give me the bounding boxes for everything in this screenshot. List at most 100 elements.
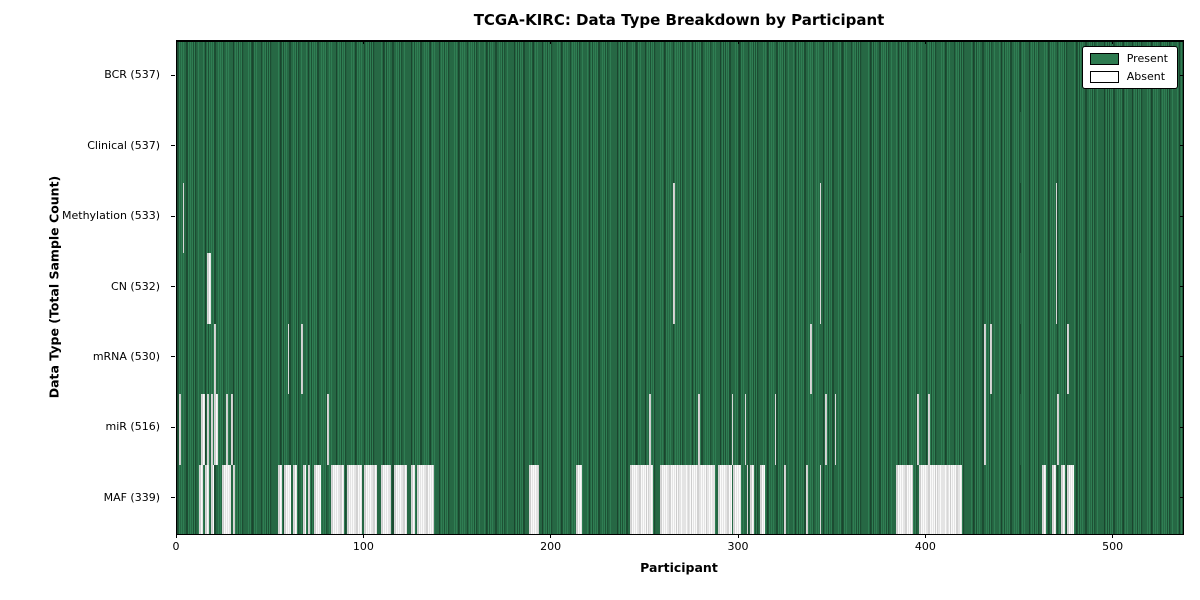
absent-stripe [731, 394, 734, 465]
absent-stripe [746, 463, 749, 534]
absent-stripe [1051, 463, 1056, 534]
y-axis-tick [1180, 215, 1184, 217]
x-axis-tick [550, 40, 552, 44]
absent-stripe [1061, 463, 1065, 534]
absent-stripe [673, 182, 676, 254]
absent-stripe [178, 394, 181, 465]
absent-stripe [283, 463, 292, 534]
ytick-label-bcr: BCR (537) [104, 68, 160, 82]
absent-stripe [1055, 253, 1058, 324]
x-axis-tick [362, 40, 364, 44]
absent-stripe [381, 463, 391, 534]
y-axis-tick [1180, 497, 1184, 499]
legend-absent-label: Absent [1126, 70, 1166, 83]
absent-stripe [819, 463, 822, 534]
absent-stripe [293, 463, 297, 534]
absent-stripe [210, 394, 213, 465]
absent-stripe [819, 182, 822, 254]
absent-stripe [416, 463, 434, 534]
x-axis-tick [175, 534, 177, 538]
absent-stripe [819, 253, 822, 324]
ytick-label-clinical: Clinical (537) [87, 138, 160, 152]
x-axis-tick [550, 534, 552, 538]
absent-stripe [928, 394, 931, 465]
absent-stripe [394, 463, 408, 534]
heatmap-row-clinical [177, 111, 1183, 183]
chart-title: TCGA-KIRC: Data Type Breakdown by Partic… [473, 11, 885, 29]
absent-stripe [225, 394, 228, 465]
y-axis-tick [171, 215, 175, 217]
y-axis-tick [171, 497, 175, 499]
absent-stripe [984, 394, 987, 465]
y-axis-tick [1180, 426, 1184, 428]
absent-stripe [744, 394, 747, 465]
absent-stripe [210, 463, 215, 534]
xtick-label-0: 0 [172, 540, 180, 553]
absent-stripe [201, 394, 206, 465]
y-axis-tick [171, 356, 175, 358]
ytick-label-maf: MAF (339) [103, 490, 160, 504]
absent-stripe [718, 463, 732, 534]
x-axis-tick [737, 40, 739, 44]
absent-stripe [810, 323, 813, 395]
x-axis-tick [924, 534, 926, 538]
x-axis-label: Participant [640, 560, 718, 575]
absent-stripe [347, 463, 363, 534]
absent-stripe [308, 463, 310, 534]
y-axis-tick [1180, 145, 1184, 147]
absent-stripe [984, 323, 987, 395]
heatmap-row-maf [177, 463, 1183, 534]
absent-stripe [1057, 394, 1060, 465]
y-axis-tick [171, 74, 175, 76]
absent-stripe [411, 463, 415, 534]
absent-stripe [834, 394, 837, 465]
x-axis-tick [737, 534, 739, 538]
absent-stripe [205, 463, 209, 534]
legend: Present Absent [1081, 46, 1178, 89]
heatmap-row-bcr [177, 41, 1183, 113]
ytick-label-mir: miR (516) [105, 420, 161, 434]
legend-item-present: Present [1089, 52, 1168, 65]
xtick-label-200: 200 [540, 540, 562, 553]
xtick-label-500: 500 [1102, 540, 1124, 553]
absent-stripe [330, 463, 344, 534]
absent-stripe [1066, 323, 1069, 395]
y-axis-tick [1180, 356, 1184, 358]
absent-stripe [697, 394, 700, 465]
absent-stripe [1042, 463, 1047, 534]
x-axis-tick [924, 40, 926, 44]
absent-stripe [783, 463, 786, 534]
present-swatch-icon [1089, 52, 1119, 65]
y-axis-tick [171, 145, 175, 147]
absent-stripe [326, 394, 329, 465]
absent-stripe [990, 323, 992, 395]
legend-item-absent: Absent [1089, 70, 1168, 83]
y-axis-tick [171, 426, 175, 428]
absent-stripe [825, 394, 828, 465]
absent-stripe [221, 463, 232, 534]
absent-stripe [806, 463, 809, 534]
absent-stripe [529, 463, 539, 534]
absent-stripe [750, 463, 754, 534]
x-axis-tick [1112, 40, 1114, 44]
absent-stripe [231, 394, 234, 465]
ytick-label-cn: CN (532) [111, 279, 160, 293]
absent-stripe [576, 463, 582, 534]
absent-swatch-icon [1089, 70, 1119, 83]
xtick-label-400: 400 [914, 540, 936, 553]
heatmap-row-mir [177, 393, 1183, 465]
x-axis-tick [362, 534, 364, 538]
xtick-label-300: 300 [727, 540, 749, 553]
absent-stripe [199, 463, 204, 534]
absent-stripe [918, 463, 962, 534]
absent-stripe [649, 394, 651, 465]
heatmap-row-cn [177, 252, 1183, 324]
ytick-label-methylation: Methylation (533) [62, 209, 160, 223]
absent-stripe [896, 463, 914, 534]
absent-stripe [1055, 182, 1058, 254]
plot-area: Present Absent [176, 40, 1184, 535]
x-axis-tick [1112, 534, 1114, 538]
y-axis-tick [1180, 74, 1184, 76]
absent-stripe [1066, 463, 1075, 534]
